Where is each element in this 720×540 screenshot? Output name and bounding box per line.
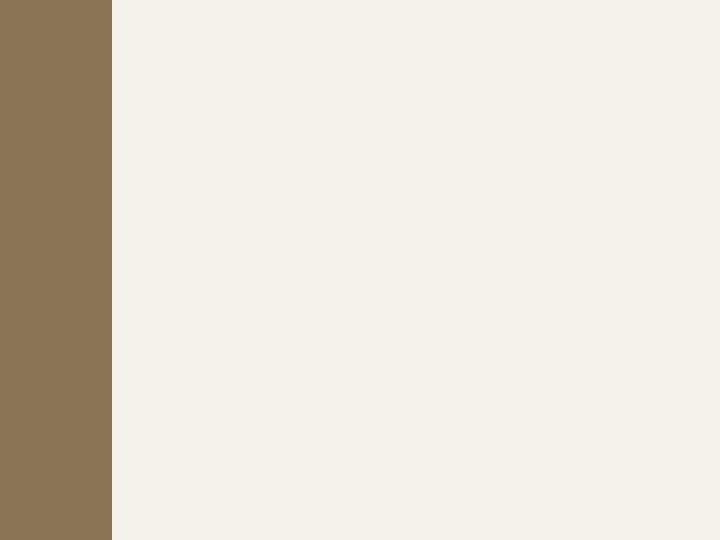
Text: Output: Output (680, 313, 718, 322)
Text: Input: Input (165, 225, 194, 234)
Bar (166, 159, 696, 265)
Bar (464, 213, 635, 246)
Text: Output: Output (680, 221, 718, 230)
Bar (690, 44, 705, 59)
Bar (209, 198, 330, 218)
Text: Disturbance: Disturbance (335, 64, 400, 73)
Text: (c): (c) (176, 278, 191, 288)
Text: Feedforward: Feedforward (236, 204, 303, 212)
Text: (b): (b) (176, 167, 192, 178)
Bar (288, 305, 446, 338)
Text: Feedback: Feedback (338, 343, 397, 354)
Circle shape (216, 312, 238, 331)
Circle shape (596, 314, 612, 328)
Circle shape (387, 220, 408, 239)
Bar (282, 104, 452, 136)
Text: Instrumentation 1 – Session 09: Instrumentation 1 – Session 09 (532, 520, 696, 529)
Bar (306, 338, 428, 359)
Text: Input: Input (165, 116, 194, 124)
Text: Disturbance: Disturbance (335, 276, 400, 285)
Text: Output: Output (680, 112, 718, 120)
Text: System: System (341, 314, 393, 328)
Text: Input: Input (165, 317, 194, 326)
Circle shape (199, 171, 213, 184)
Text: System: System (524, 222, 575, 237)
Text: The Three types of Control System (a)  Open Loop (b) Feed-
forward (c) Feedback : The Three types of Control System (a) Op… (173, 392, 488, 426)
Bar (166, 270, 696, 378)
Text: Disturbance: Disturbance (335, 168, 400, 177)
Bar (166, 59, 696, 154)
Text: (a): (a) (176, 68, 191, 78)
Text: System: System (341, 113, 393, 127)
Text: Feedback and Feedforward controls: Feedback and Feedforward controls (130, 9, 688, 40)
